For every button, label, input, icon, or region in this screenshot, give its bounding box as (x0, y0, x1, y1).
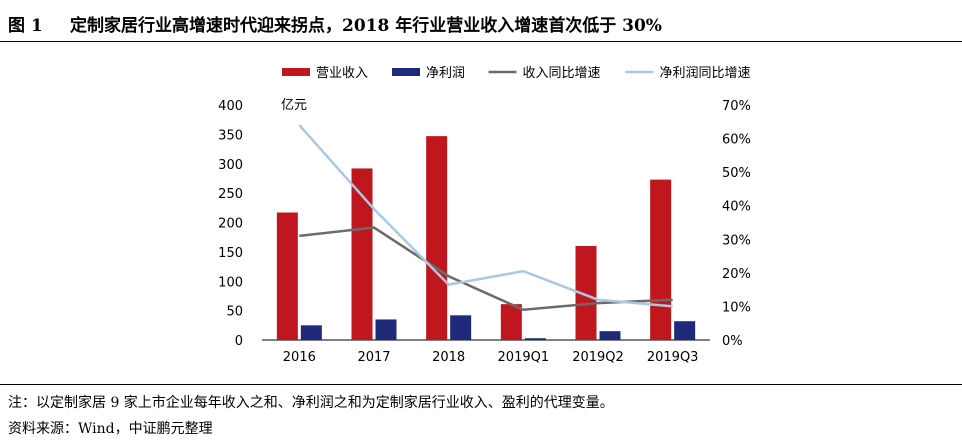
bar-net-profit (674, 321, 696, 340)
bar-net-profit (300, 325, 322, 340)
bar-net-profit (450, 315, 472, 340)
y-right-tick-label: 40% (722, 200, 751, 215)
combo-chart: 营业收入 净利润 收入同比增速 净利润同比增速 0 50 100 150 200 250 300 3… (218, 66, 751, 365)
y-left-tick-label: 250 (218, 187, 243, 202)
chart-source: 资料来源：Wind，中证鹏元整理 (8, 421, 213, 437)
x-tick-label: 2019Q3 (647, 350, 699, 365)
bar-revenue (650, 179, 672, 340)
legend-label: 净利润 (426, 66, 465, 81)
figure-title: 定制家居行业高增速时代迎来拐点，2018 年行业营业收入增速首次低于 30% (70, 16, 662, 36)
chart-axes: 0 50 100 150 200 250 300 350 400 0% 10% 20% 30% 40% 50… (218, 98, 751, 365)
bar-net-profit (375, 319, 397, 340)
legend-swatch (392, 68, 420, 76)
figure-title-bar: 图 1 定制家居行业高增速时代迎来拐点，2018 年行业营业收入增速首次低于 3… (0, 0, 962, 42)
chart-bars (276, 136, 696, 340)
y-right-tick-label: 20% (722, 267, 751, 282)
y-right-tick-label: 10% (722, 300, 751, 315)
y-left-unit-label: 亿元 (281, 98, 307, 113)
legend-label: 营业收入 (316, 66, 368, 81)
chart-lines (298, 124, 673, 312)
bar-net-profit (599, 331, 621, 340)
x-tick-label: 2017 (357, 350, 390, 365)
x-tick-label: 2019Q1 (498, 350, 550, 365)
y-right-tick-label: 70% (722, 99, 751, 114)
y-left-tick-label: 400 (218, 99, 243, 114)
y-left-tick-label: 150 (218, 246, 243, 261)
y-left-tick-label: 100 (218, 275, 243, 290)
y-right-tick-label: 50% (722, 166, 751, 181)
legend-label: 净利润同比增速 (660, 66, 751, 81)
bar-revenue (575, 246, 597, 340)
figure-label: 图 1 (8, 16, 43, 36)
y-right-tick-label: 30% (722, 233, 751, 248)
bar-revenue (426, 136, 448, 340)
x-tick-label: 2016 (283, 350, 316, 365)
bar-revenue (351, 168, 373, 340)
y-left-tick-label: 50 (226, 305, 243, 320)
bar-revenue (276, 212, 298, 340)
bar-revenue (500, 304, 522, 340)
legend-label: 收入同比增速 (523, 66, 601, 81)
y-left-tick-label: 300 (218, 158, 243, 173)
y-left-tick-label: 200 (218, 217, 243, 232)
y-left-tick-label: 350 (218, 128, 243, 143)
line-net-profit-growth (298, 124, 673, 308)
legend-swatch (282, 68, 310, 76)
x-tick-label: 2018 (432, 350, 465, 365)
chart-legend: 营业收入 净利润 收入同比增速 净利润同比增速 (282, 66, 751, 81)
y-right-tick-label: 0% (722, 334, 743, 349)
chart-note: 注：以定制家居 9 家上市企业每年收入之和、净利润之和为定制家居行业收入、盈利的… (8, 395, 614, 411)
y-right-tick-label: 60% (722, 133, 751, 148)
line-revenue-growth (299, 226, 673, 312)
y-left-tick-label: 0 (235, 334, 243, 349)
notes-divider (0, 384, 962, 385)
bar-net-profit (524, 338, 546, 340)
x-tick-label: 2019Q2 (572, 350, 624, 365)
